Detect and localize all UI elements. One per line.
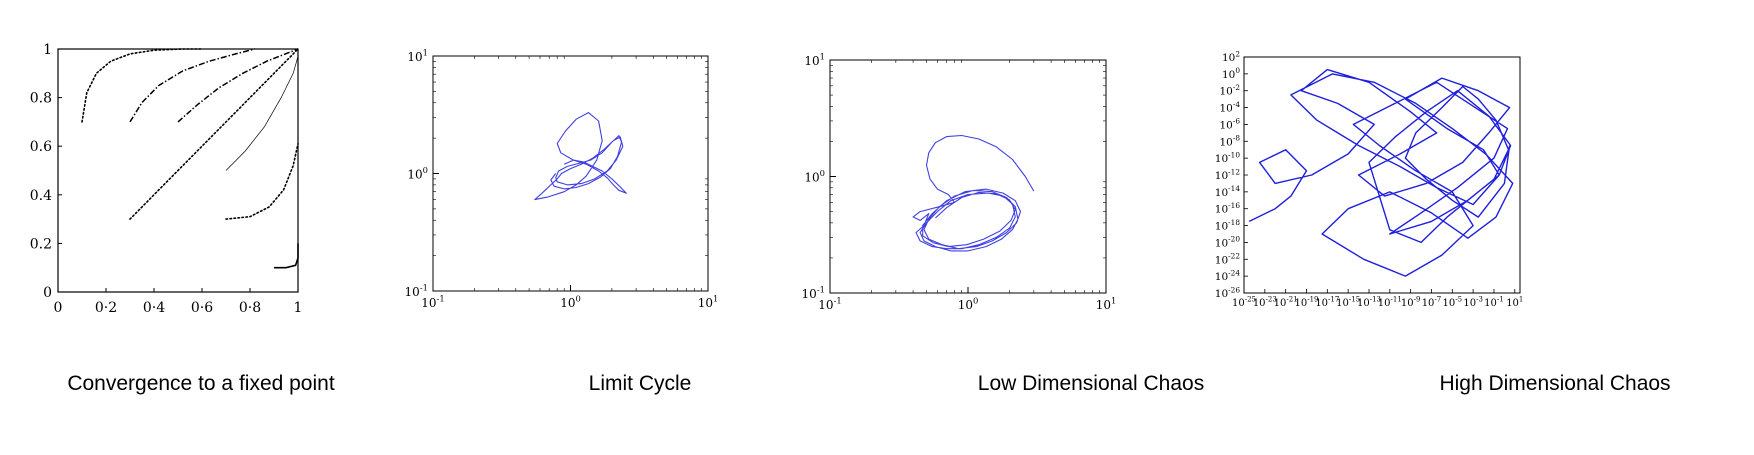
x-tick-label: 101 — [698, 294, 719, 310]
y-tick-label: 10-24 — [1215, 268, 1241, 283]
x-tick-label: 10-15 — [1336, 296, 1360, 310]
x-tick-label: 10-5 — [1443, 296, 1463, 310]
y-tick-label: 0 — [43, 285, 52, 301]
x-tick-label: 100 — [560, 294, 581, 310]
trajectory-line-4 — [129, 48, 299, 220]
plot-frame — [57, 48, 299, 293]
plot-frame — [432, 55, 709, 292]
y-tick-label: 0.8 — [30, 91, 52, 107]
trajectory-line-1 — [534, 112, 627, 201]
chart-limit-cycle: 10-1 100 101 10-1 100 101 — [405, 48, 719, 310]
x-tick-label: 0·8 — [239, 300, 261, 316]
y-tick-label: 101 — [407, 48, 428, 64]
trajectory-line-7 — [274, 243, 299, 269]
y-tick-label: 10-8 — [1219, 134, 1240, 149]
y-tick-label: 10-20 — [1215, 235, 1241, 250]
trajectory-line-1 — [81, 48, 203, 123]
x-tick-label: 10-23 — [1253, 296, 1277, 310]
y-tick-label: 100 — [1222, 66, 1240, 81]
trajectory-line-6 — [225, 143, 299, 220]
x-tick-label: 10-19 — [1294, 296, 1318, 310]
y-tick-label: 0.4 — [30, 188, 52, 204]
x-tick-label: 10-13 — [1357, 296, 1381, 310]
x-tick-label: 101 — [1096, 296, 1117, 312]
y-tick-label: 10-18 — [1215, 218, 1241, 233]
y-tick-label: 10-14 — [1215, 184, 1241, 199]
trajectory-line-1 — [912, 134, 1035, 252]
x-tick-label: 10-21 — [1274, 296, 1298, 310]
x-tick-label: 0·2 — [95, 300, 117, 316]
y-tick-label: 10-10 — [1215, 150, 1241, 165]
y-tick-label: 10-4 — [1219, 100, 1240, 115]
x-tick-label: 10-7 — [1422, 296, 1442, 310]
y-tick-label: 10-2 — [1219, 83, 1240, 98]
y-tick-label: 10-1 — [802, 285, 825, 301]
x-tick-label: 10-1 — [421, 294, 444, 310]
y-tick-label: 102 — [1222, 49, 1240, 64]
y-tick-label: 10-12 — [1215, 167, 1240, 182]
x-tick-label: 0·6 — [191, 300, 213, 316]
caption-high-dim-chaos: High Dimensional Chaos — [1439, 372, 1671, 395]
chart-high-dim-chaos: 10-2510-2310-2110-1910-1710-1510-1310-11… — [1215, 49, 1524, 309]
y-tick-label: 100 — [407, 165, 428, 181]
y-tick-label: 0.6 — [30, 139, 52, 155]
chart-low-dim-chaos: 10-1 100 101 10-1 100 101 — [802, 52, 1117, 312]
trajectory-line-1 — [1248, 68, 1514, 277]
y-tick-label: 1 — [43, 42, 52, 58]
trajectory-line-2 — [129, 48, 255, 123]
y-tick-label: 100 — [804, 168, 825, 184]
y-tick-label: 0.2 — [30, 236, 52, 252]
x-tick-label: 100 — [958, 296, 979, 312]
plot-frame — [829, 59, 1107, 294]
x-tick-label: 101 — [1506, 296, 1523, 310]
x-tick-label: 0 — [54, 300, 63, 316]
trajectory-line-3 — [177, 48, 299, 123]
y-tick-label: 10-1 — [405, 283, 428, 299]
x-tick-label: 10-1 — [1484, 296, 1504, 310]
x-tick-label: 10-25 — [1232, 296, 1256, 310]
chart-fixed-point: 0 0·2 0·4 0·6 0·8 1 0 0.2 0.4 0.6 0.8 1 — [30, 42, 303, 316]
x-tick-label: 10-17 — [1315, 296, 1339, 310]
caption-limit-cycle: Limit Cycle — [588, 372, 692, 395]
caption-fixed-point: Convergence to a fixed point — [67, 372, 335, 395]
y-tick-label: 10-16 — [1215, 201, 1241, 216]
x-tick-label: 10-3 — [1463, 296, 1483, 310]
x-tick-label: 10-1 — [818, 296, 841, 312]
caption-low-dim-chaos: Low Dimensional Chaos — [977, 372, 1205, 395]
y-tick-label: 10-26 — [1215, 285, 1241, 300]
y-tick-label: 10-22 — [1215, 252, 1240, 267]
y-tick-label: 10-6 — [1219, 117, 1240, 132]
x-tick-label: 10-9 — [1401, 296, 1421, 310]
x-tick-label: 0·4 — [143, 300, 165, 316]
y-tick-label: 101 — [804, 52, 825, 68]
x-tick-label: 10-11 — [1378, 296, 1402, 310]
x-tick-label: 1 — [294, 300, 303, 316]
trajectory-line-5 — [225, 56, 299, 171]
plot-frame — [1243, 56, 1521, 294]
